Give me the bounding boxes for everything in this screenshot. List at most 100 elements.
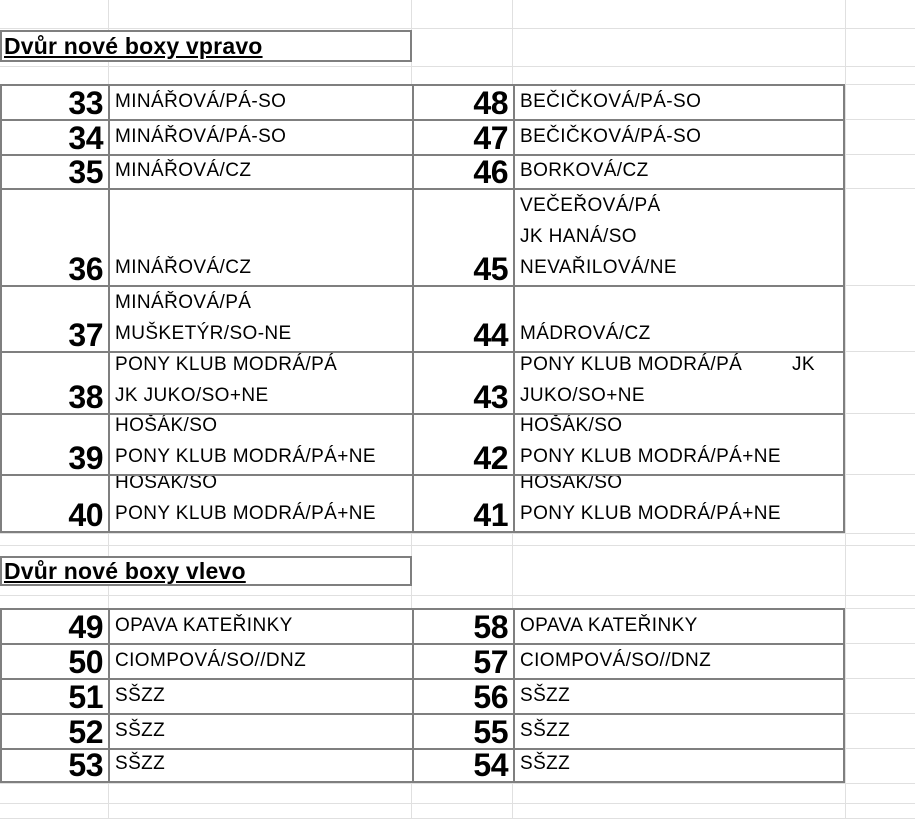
section-header-vlevo[interactable]: Dvůr nové boxy vlevo [0, 556, 412, 586]
box-assignment-line: BORKOVÁ/CZ [520, 160, 649, 181]
box-assignment-line: HOŠÁK/SO [115, 476, 218, 493]
box-assignment-cell-right[interactable]: BORKOVÁ/CZ [513, 156, 843, 188]
assignment-lines: SŠZZ [115, 750, 412, 779]
box-number-cell-right[interactable]: 43 [412, 353, 513, 413]
gridline-horizontal [0, 28, 915, 29]
section-title-vpravo: Dvůr nové boxy vpravo [4, 32, 263, 59]
box-number: 34 [68, 121, 103, 154]
box-number-cell-right[interactable]: 45 [412, 190, 513, 285]
table-row: 37 MINÁŘOVÁ/PÁ MUŠKETÝR/SO-NE 44 MÁDROVÁ/CZ [2, 285, 843, 351]
box-assignment-cell-left[interactable]: MINÁŘOVÁ/CZ [108, 190, 412, 285]
box-number-cell-left[interactable]: 52 [2, 715, 108, 748]
box-number-cell-right[interactable]: 42 [412, 415, 513, 474]
box-assignment-line: SŠZZ [115, 720, 166, 741]
box-number: 58 [473, 610, 508, 643]
box-assignment-line: JUKO/SO+NE [520, 385, 645, 406]
box-assignment-cell-left[interactable]: MINÁŘOVÁ/PÁ-SO [108, 121, 412, 154]
box-assignment-line: SŠZZ [115, 685, 166, 706]
box-number: 57 [473, 645, 508, 678]
box-number-cell-left[interactable]: 34 [2, 121, 108, 154]
box-assignment-cell-right[interactable]: BEČIČKOVÁ/PÁ-SO [513, 121, 843, 154]
table-row: 40 HOŠÁK/SO PONY KLUB MODRÁ/PÁ+NE 41 HOŠÁK/S… [2, 474, 843, 531]
box-assignment-cell-right[interactable]: VEČEŘOVÁ/PÁ JK HANÁ/SO NEVAŘILOVÁ/NE [513, 190, 843, 285]
assignment-lines: BEČIČKOVÁ/PÁ-SO [520, 121, 843, 152]
box-number-cell-right[interactable]: 47 [412, 121, 513, 154]
box-number-cell-left[interactable]: 37 [2, 287, 108, 351]
box-assignment-cell-left[interactable]: SŠZZ [108, 750, 412, 781]
box-assignment-cell-right[interactable]: BEČIČKOVÁ/PÁ-SO [513, 86, 843, 119]
box-assignment-cell-left[interactable]: SŠZZ [108, 715, 412, 748]
box-number: 41 [473, 497, 508, 531]
gridline-horizontal [0, 595, 915, 596]
box-number-cell-right[interactable]: 46 [412, 156, 513, 188]
box-assignment-line: PONY KLUB MODRÁ/PÁ+NE [115, 446, 376, 467]
box-assignment-cell-left[interactable]: SŠZZ [108, 680, 412, 713]
table-row: 53 SŠZZ 54 SŠZZ [2, 748, 843, 781]
box-assignment-cell-left[interactable]: MINÁŘOVÁ/CZ [108, 156, 412, 188]
box-assignment-cell-right[interactable]: PONY KLUB MODRÁ/PÁ JK JUKO/SO+NE [513, 353, 843, 413]
table-row: 39 HOŠÁK/SO PONY KLUB MODRÁ/PÁ+NE 42 HOŠÁK/S… [2, 413, 843, 474]
box-assignment-cell-left[interactable]: MINÁŘOVÁ/PÁ MUŠKETÝR/SO-NE [108, 287, 412, 351]
box-assignment-cell-right[interactable]: HOŠÁK/SO PONY KLUB MODRÁ/PÁ+NE [513, 415, 843, 474]
box-number: 37 [68, 317, 103, 351]
gridline-vertical [845, 0, 846, 819]
box-number-cell-left[interactable]: 50 [2, 645, 108, 678]
box-number-cell-left[interactable]: 40 [2, 476, 108, 531]
section-header-vpravo[interactable]: Dvůr nové boxy vpravo [0, 30, 412, 62]
box-number: 53 [68, 750, 103, 781]
box-number-cell-right[interactable]: 56 [412, 680, 513, 713]
box-number: 42 [473, 440, 508, 474]
box-number-cell-left[interactable]: 51 [2, 680, 108, 713]
table-row: 38 PONY KLUB MODRÁ/PÁ JK JUKO/SO+NE 43 PONY … [2, 351, 843, 413]
table-row: 34 MINÁŘOVÁ/PÁ-SO 47 BEČIČKOVÁ/PÁ-SO [2, 119, 843, 154]
box-assignment-line: PONY KLUB MODRÁ/PÁ+NE [520, 503, 781, 524]
box-number-cell-right[interactable]: 41 [412, 476, 513, 531]
box-assignment-cell-left[interactable]: OPAVA KATEŘINKY [108, 610, 412, 643]
box-number-cell-left[interactable]: 33 [2, 86, 108, 119]
assignment-lines: OPAVA KATEŘINKY [115, 610, 412, 641]
box-number-cell-right[interactable]: 54 [412, 750, 513, 781]
box-number-cell-right[interactable]: 58 [412, 610, 513, 643]
box-assignment-line: VEČEŘOVÁ/PÁ [520, 195, 661, 216]
box-assignment-line: OPAVA KATEŘINKY [520, 615, 698, 636]
box-assignment-line: MINÁŘOVÁ/CZ [115, 257, 252, 278]
box-number-cell-left[interactable]: 36 [2, 190, 108, 285]
box-assignment-cell-left[interactable]: HOŠÁK/SO PONY KLUB MODRÁ/PÁ+NE [108, 476, 412, 531]
box-assignment-cell-right[interactable]: MÁDROVÁ/CZ [513, 287, 843, 351]
assignment-lines: HOŠÁK/SO PONY KLUB MODRÁ/PÁ+NE [520, 476, 843, 529]
box-number: 47 [473, 121, 508, 154]
box-number-cell-right[interactable]: 55 [412, 715, 513, 748]
assignment-lines: BORKOVÁ/CZ [520, 156, 843, 186]
assignment-lines: SŠZZ [520, 715, 843, 746]
box-number-cell-left[interactable]: 49 [2, 610, 108, 643]
box-number-cell-left[interactable]: 38 [2, 353, 108, 413]
assignment-lines: CIOMPOVÁ/SO//DNZ [520, 645, 843, 676]
box-assignment-cell-right[interactable]: CIOMPOVÁ/SO//DNZ [513, 645, 843, 678]
box-assignment-cell-left[interactable]: PONY KLUB MODRÁ/PÁ JK JUKO/SO+NE [108, 353, 412, 413]
box-number-cell-left[interactable]: 53 [2, 750, 108, 781]
box-number-cell-left[interactable]: 39 [2, 415, 108, 474]
table-row: 33 MINÁŘOVÁ/PÁ-SO 48 BEČIČKOVÁ/PÁ-SO [2, 86, 843, 119]
box-number-cell-right[interactable]: 57 [412, 645, 513, 678]
box-assignment-cell-right[interactable]: SŠZZ [513, 715, 843, 748]
gridline-horizontal [0, 783, 915, 784]
box-number-cell-left[interactable]: 35 [2, 156, 108, 188]
box-number: 35 [68, 156, 103, 188]
box-assignment-cell-right[interactable]: HOŠÁK/SO PONY KLUB MODRÁ/PÁ+NE [513, 476, 843, 531]
box-assignment-cell-left[interactable]: HOŠÁK/SO PONY KLUB MODRÁ/PÁ+NE [108, 415, 412, 474]
box-number-cell-right[interactable]: 48 [412, 86, 513, 119]
assignment-lines: SŠZZ [115, 715, 412, 746]
box-assignment-cell-right[interactable]: SŠZZ [513, 680, 843, 713]
box-number-cell-right[interactable]: 44 [412, 287, 513, 351]
gridline-horizontal [0, 66, 915, 67]
assignment-lines: HOŠÁK/SO PONY KLUB MODRÁ/PÁ+NE [520, 415, 843, 472]
box-assignment-cell-right[interactable]: SŠZZ [513, 750, 843, 781]
box-number: 44 [473, 317, 508, 351]
box-number: 52 [68, 715, 103, 748]
box-assignment-cell-left[interactable]: CIOMPOVÁ/SO//DNZ [108, 645, 412, 678]
box-assignment-cell-right[interactable]: OPAVA KATEŘINKY [513, 610, 843, 643]
assignment-lines: SŠZZ [115, 680, 412, 711]
assignment-lines: MINÁŘOVÁ/PÁ-SO [115, 86, 412, 117]
box-assignment-cell-left[interactable]: MINÁŘOVÁ/PÁ-SO [108, 86, 412, 119]
